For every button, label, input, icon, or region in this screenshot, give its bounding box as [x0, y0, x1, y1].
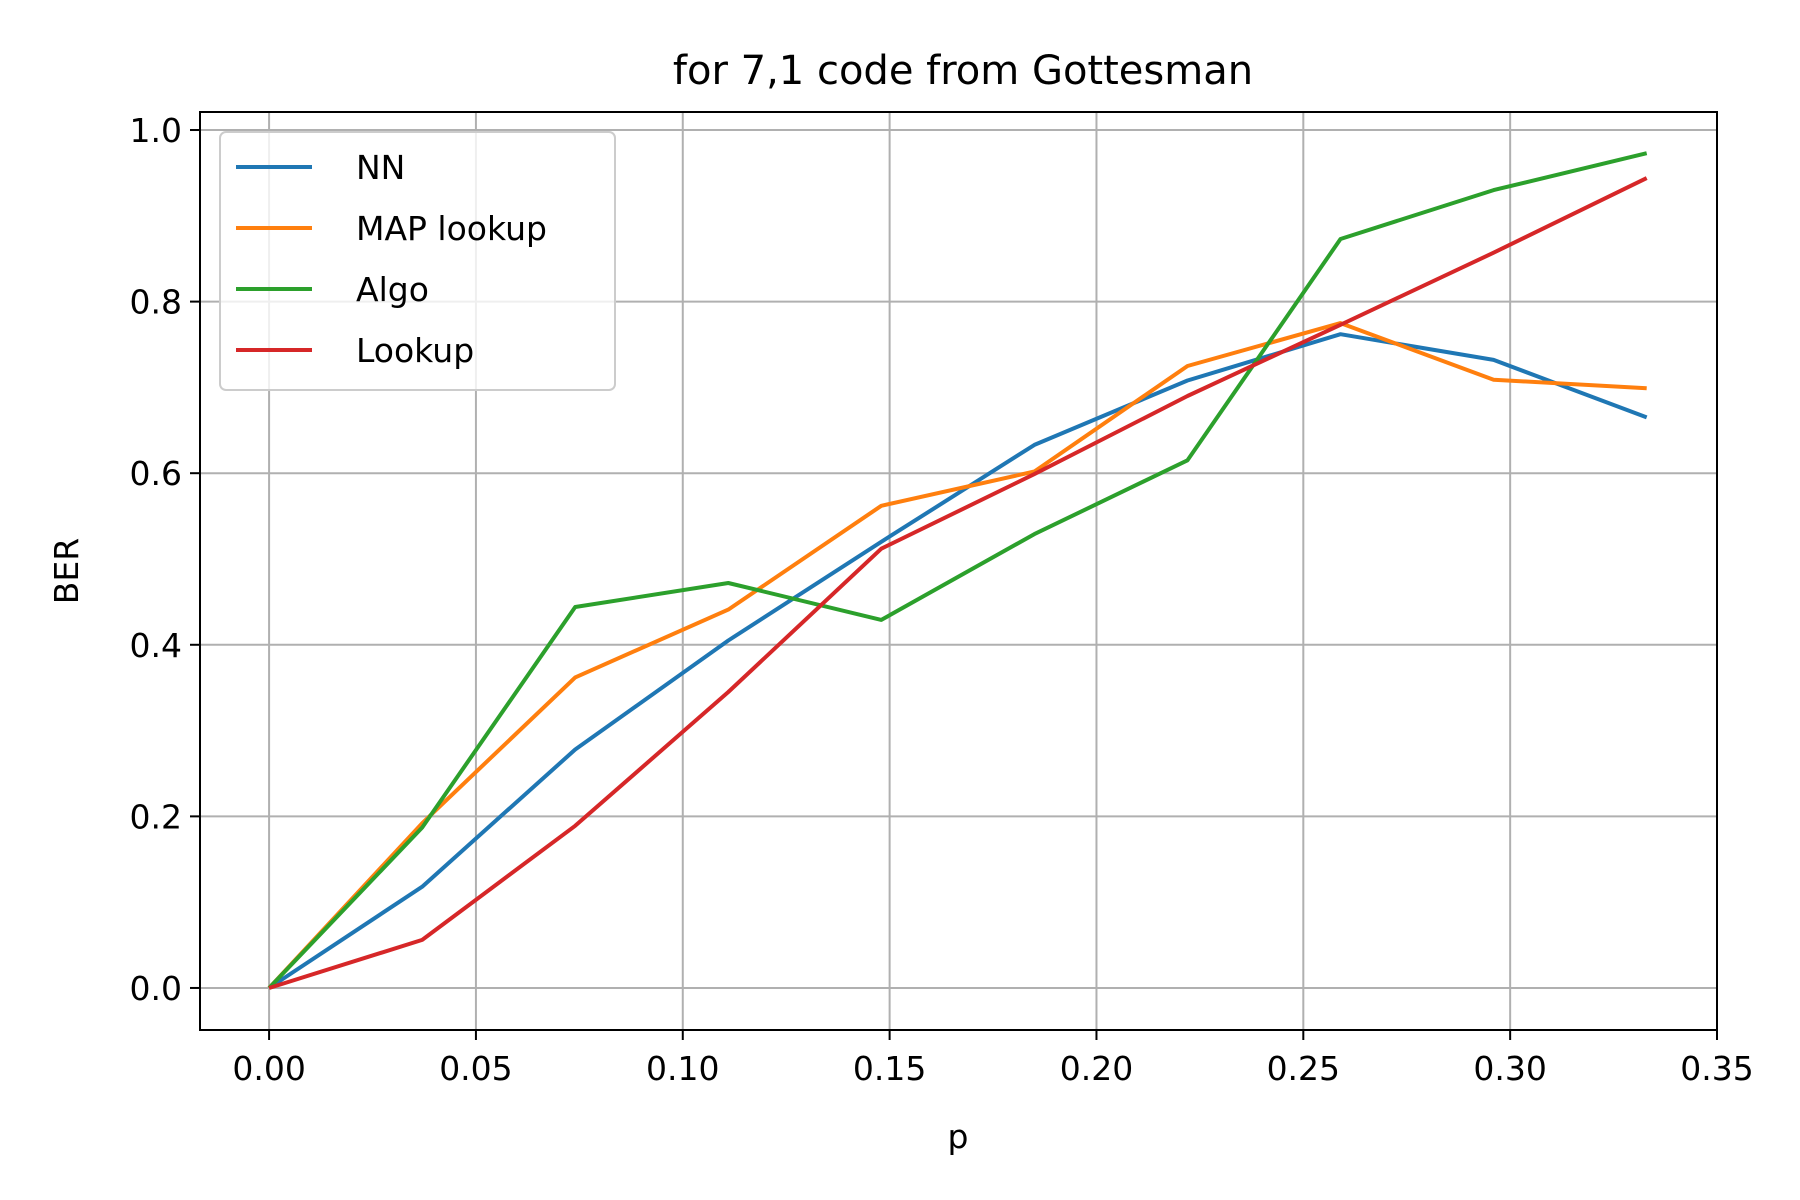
- x-tick-label: 0.10: [646, 1049, 719, 1088]
- y-tick-label: 0.6: [130, 454, 182, 493]
- y-axis-title: BER: [47, 538, 86, 604]
- legend-label-map-lookup: MAP lookup: [356, 209, 547, 248]
- axis-ticks: 0.00 0.05 0.10 0.15 0.20 0.25 0.30 0.35 0.0 0.2 0.…: [130, 111, 1754, 1088]
- legend-label-nn: NN: [356, 148, 405, 187]
- series-line-nn: [267, 332, 1648, 990]
- x-tick-label: 0.30: [1473, 1049, 1546, 1088]
- series-line-lookup: [268, 176, 1648, 990]
- y-tick-label: 1.0: [130, 111, 182, 150]
- legend-box: [219, 131, 616, 391]
- x-tick-label: 0.25: [1267, 1049, 1340, 1088]
- plot-frame: [199, 111, 1718, 1031]
- y-tick-label: 0.2: [130, 797, 182, 836]
- x-axis-title: p: [948, 1117, 969, 1156]
- legend-label-algo: Algo: [356, 270, 429, 309]
- y-tick-label: 0.0: [130, 969, 182, 1008]
- chart-title: for 7,1 code from Gottesman: [673, 48, 1253, 94]
- legend-label-lookup: Lookup: [356, 331, 474, 370]
- y-tick-label: 0.4: [130, 626, 182, 665]
- plot-lines: [267, 151, 1648, 990]
- x-tick-label: 0.00: [232, 1049, 305, 1088]
- x-tick-label: 0.15: [853, 1049, 926, 1088]
- x-tick-label: 0.20: [1060, 1049, 1133, 1088]
- legend: NN MAP lookup Algo Lookup: [219, 131, 616, 391]
- series-line-algo: [267, 151, 1648, 990]
- x-tick-label: 0.35: [1680, 1049, 1753, 1088]
- y-tick-label: 0.8: [130, 283, 182, 322]
- series-line-map-lookup: [267, 321, 1647, 990]
- x-tick-label: 0.05: [439, 1049, 512, 1088]
